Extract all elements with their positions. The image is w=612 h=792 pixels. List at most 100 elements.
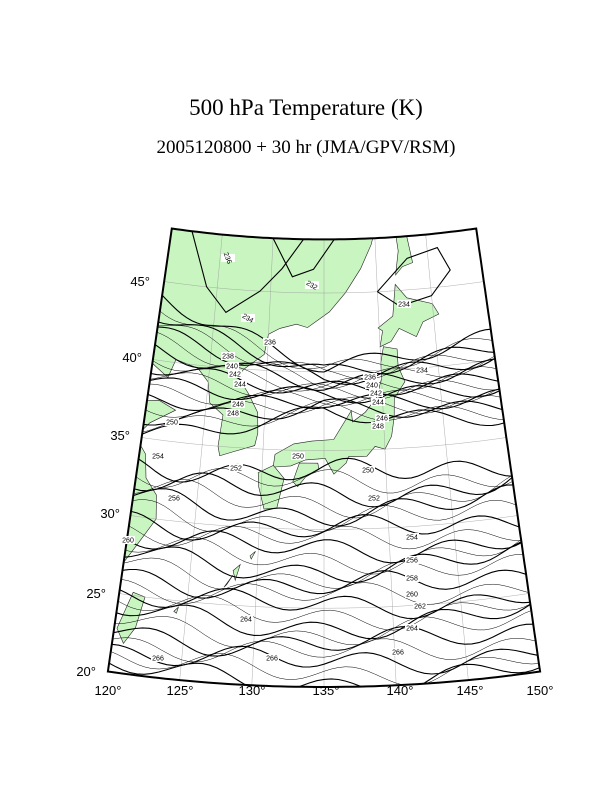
contour <box>133 484 514 527</box>
contour <box>110 651 539 687</box>
contour-label-bg <box>371 422 385 430</box>
contour-label: 248 <box>227 411 239 418</box>
latitude-label: 35° <box>110 428 130 443</box>
contour <box>123 554 524 590</box>
contour-label-bg <box>121 536 135 544</box>
contour-label-bg <box>231 400 245 408</box>
contour-label-bg <box>151 452 165 460</box>
contour <box>150 372 500 400</box>
contour-label: 264 <box>240 617 252 624</box>
contour-label-bg <box>228 370 242 378</box>
contour-label-bg <box>363 373 377 381</box>
contour-label-bg <box>405 624 419 632</box>
parallel <box>164 281 484 294</box>
longitude-label: 140° <box>387 683 414 698</box>
contour-label: 266 <box>152 656 164 663</box>
land <box>249 551 256 560</box>
contour-label-bg <box>263 338 277 346</box>
contour <box>154 344 496 391</box>
contour <box>133 475 512 519</box>
contour-label: 244 <box>372 400 384 407</box>
contour-label: 240 <box>366 383 378 390</box>
contour <box>108 662 540 687</box>
contour-label: 250 <box>166 420 178 427</box>
latitude-label: 30° <box>100 506 120 521</box>
longitude-label: 120° <box>95 683 122 698</box>
contour-label: 266 <box>266 656 278 663</box>
contour <box>141 406 505 435</box>
contour-label: 232 <box>305 280 319 292</box>
contour-label: 252 <box>230 466 242 473</box>
contour <box>117 595 531 631</box>
contour-label-bg <box>367 494 381 502</box>
contour-label-bg <box>405 533 419 541</box>
contour <box>119 588 531 620</box>
parallel <box>130 515 518 530</box>
longitude-label: 150° <box>527 683 554 698</box>
contour-label: 246 <box>376 416 388 423</box>
contour <box>376 246 451 307</box>
contour-label-bg <box>391 648 405 656</box>
contour-label: 252 <box>368 496 380 503</box>
meridian <box>251 238 274 686</box>
contour-label-bg <box>229 464 243 472</box>
contour-label: 236 <box>222 252 233 265</box>
contour-label: 250 <box>362 468 374 475</box>
contour-label: 242 <box>370 391 382 398</box>
contour-label-bg <box>167 494 181 502</box>
contour-label-bg <box>365 381 379 389</box>
meridian <box>179 234 223 681</box>
contour-label-bg <box>405 574 419 582</box>
title: 500 hPa Temperature (K) <box>189 95 423 120</box>
contour <box>134 472 513 508</box>
contour-label-bg <box>165 418 179 426</box>
contour <box>142 400 504 433</box>
contour <box>112 637 536 663</box>
contour <box>125 537 522 575</box>
contour <box>121 579 529 605</box>
contour <box>114 610 532 648</box>
contour-label: 262 <box>414 604 426 611</box>
contour <box>159 310 493 370</box>
contour-label: 234 <box>241 313 255 325</box>
contour-label-bg <box>369 389 383 397</box>
contour-label-bg <box>405 590 419 598</box>
contour <box>122 568 527 599</box>
contour-label: 236 <box>264 340 276 347</box>
contour <box>156 331 495 389</box>
contour-label-bg <box>291 452 305 460</box>
contour <box>116 603 531 640</box>
contour <box>126 530 522 564</box>
contour-label: 242 <box>229 372 241 379</box>
map-frame <box>106 227 542 688</box>
contour-label: 238 <box>222 354 234 361</box>
contour-label-bg <box>151 654 165 662</box>
longitude-label: 130° <box>239 683 266 698</box>
contour-label: 240 <box>226 364 238 371</box>
contour-label-bg <box>305 281 319 289</box>
land <box>173 606 180 614</box>
contour-label-bg <box>233 380 247 388</box>
contour-label-bg <box>405 556 419 564</box>
contour <box>157 325 496 380</box>
contour <box>138 457 512 483</box>
contour-label: 234 <box>416 368 428 375</box>
latitude-label: 40° <box>122 350 142 365</box>
contour-label: 244 <box>234 382 246 389</box>
contour-label-bg <box>371 398 385 406</box>
parallel <box>141 437 507 451</box>
contour-label-bg <box>397 300 411 308</box>
contour <box>132 499 517 532</box>
land <box>116 591 146 644</box>
contour <box>149 377 500 404</box>
latitude-label: 25° <box>86 586 106 601</box>
contour-label: 234 <box>398 302 410 309</box>
land <box>377 283 440 348</box>
meridian <box>374 238 397 686</box>
contour <box>150 368 499 396</box>
contour-label-bg <box>361 466 375 474</box>
contour <box>152 360 497 392</box>
contour-label: 246 <box>232 402 244 409</box>
contour-label-bg <box>239 615 253 623</box>
